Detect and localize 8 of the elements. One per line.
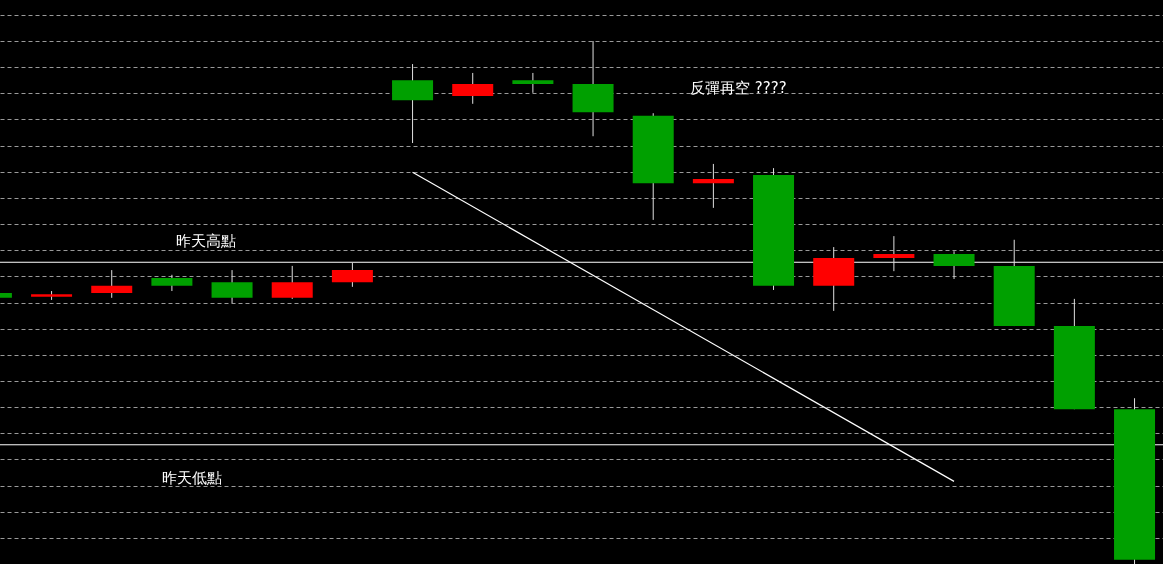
ref-line-label: 昨天低點 xyxy=(162,468,222,487)
candlestick xyxy=(91,269,133,299)
candlestick xyxy=(692,163,734,209)
annotation: 反彈再空 ???? xyxy=(690,79,787,97)
candlestick xyxy=(873,235,915,272)
candlestick xyxy=(151,274,193,292)
candlestick xyxy=(512,72,554,94)
ref-line-label: 昨天高點 xyxy=(176,232,236,251)
